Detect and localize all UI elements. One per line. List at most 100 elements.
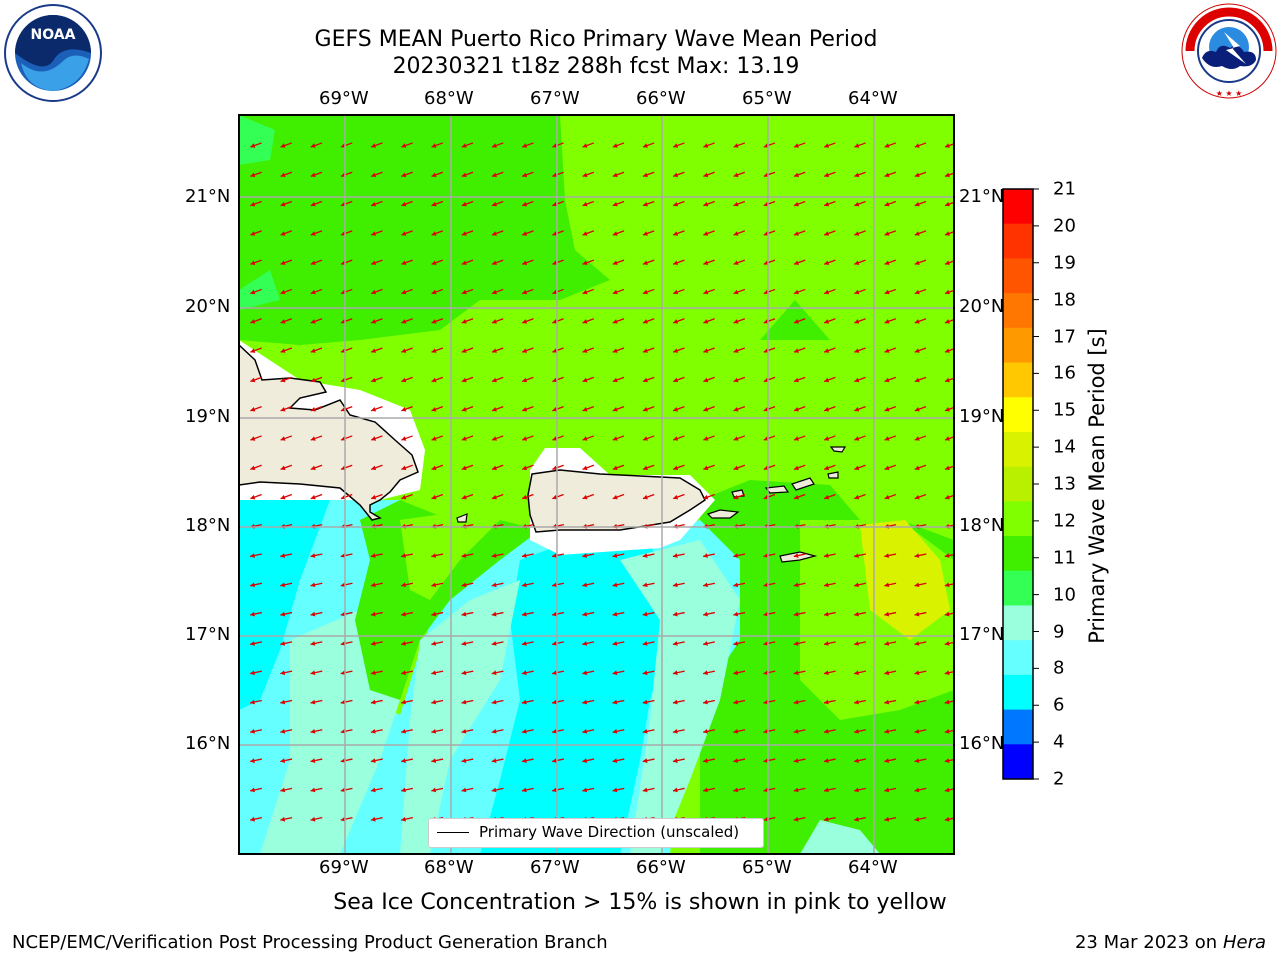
machine-name: Hera	[1222, 932, 1266, 953]
colorbar-tick-label: 2	[1053, 768, 1065, 790]
direction-arrow	[491, 142, 504, 148]
field-se-mint	[620, 540, 740, 854]
direction-arrow	[521, 611, 534, 617]
direction-arrow	[310, 670, 323, 676]
direction-arrow	[823, 493, 836, 500]
direction-arrow	[823, 318, 836, 324]
direction-arrow	[944, 553, 954, 558]
direction-arrow	[491, 699, 504, 705]
direction-arrow	[823, 259, 836, 266]
direction-arrow	[884, 171, 897, 178]
direction-arrow	[823, 553, 836, 558]
colorbar-segment	[1003, 605, 1033, 641]
direction-arrow	[823, 347, 836, 353]
direction-arrow	[884, 406, 897, 412]
direction-arrow	[370, 582, 383, 588]
direction-arrow	[884, 699, 897, 705]
direction-arrow	[612, 464, 625, 471]
map-frame	[238, 114, 955, 855]
direction-arrow	[461, 435, 474, 441]
direction-arrow	[612, 171, 625, 178]
graticule	[239, 115, 954, 854]
field-east-patch	[760, 300, 830, 340]
direction-arrow	[280, 376, 293, 383]
colorbar-segment	[1003, 744, 1033, 780]
direction-arrow	[461, 582, 474, 588]
direction-arrow	[944, 143, 954, 148]
direction-arrow	[642, 259, 655, 266]
direction-arrow	[551, 553, 565, 558]
direction-arrow	[431, 787, 444, 793]
direction-arrow	[914, 816, 927, 822]
direction-arrow	[431, 728, 444, 734]
direction-arrow	[793, 142, 806, 148]
direction-arrow	[672, 376, 685, 383]
direction-arrow	[642, 200, 655, 207]
direction-arrow	[582, 435, 595, 441]
direction-arrow	[551, 758, 565, 763]
colorbar-tick-label: 17	[1053, 326, 1076, 347]
direction-arrow	[401, 288, 413, 295]
direction-arrow	[793, 406, 806, 412]
direction-arrow	[310, 493, 323, 500]
direction-arrow	[612, 758, 625, 763]
direction-arrow	[702, 611, 716, 617]
lat-right-21: 21°N	[959, 186, 1005, 207]
direction-arrow	[582, 200, 595, 207]
colorbar-tick-label: 13	[1053, 473, 1076, 495]
direction-arrow	[853, 641, 867, 646]
land-mona	[456, 513, 468, 523]
direction-arrow	[280, 670, 293, 676]
direction-arrow	[250, 493, 262, 500]
direction-arrow	[431, 553, 444, 558]
direction-arrow	[944, 582, 954, 588]
direction-arrow	[703, 171, 715, 178]
direction-arrow	[612, 553, 625, 558]
direction-arrow	[672, 699, 685, 705]
direction-arrow	[733, 435, 746, 441]
direction-arrow	[582, 670, 595, 676]
direction-arrow	[823, 758, 836, 763]
direction-arrow	[491, 318, 504, 324]
direction-arrow	[853, 611, 867, 617]
direction-arrow	[854, 142, 866, 148]
direction-arrow	[249, 553, 263, 558]
direction-arrow	[310, 641, 323, 646]
direction-arrow	[763, 728, 776, 734]
noaa-logo: NOAA	[3, 3, 103, 103]
direction-arrow	[914, 435, 927, 441]
direction-arrow	[491, 171, 504, 178]
field-nw-green	[239, 115, 610, 345]
direction-arrow	[854, 406, 866, 412]
lon-top-64: 64°W	[848, 88, 898, 109]
direction-arrow	[793, 758, 806, 763]
lon-bottom-64: 64°W	[848, 857, 898, 878]
direction-arrow	[551, 611, 565, 617]
direction-arrow	[612, 435, 625, 441]
direction-arrow	[400, 728, 414, 734]
svg-text:★ ★ ★: ★ ★ ★	[1216, 89, 1243, 98]
direction-arrow	[823, 611, 836, 617]
direction-arrow	[733, 758, 746, 763]
direction-arrow	[703, 435, 715, 441]
direction-arrow	[914, 376, 927, 383]
direction-arrow	[793, 435, 806, 441]
direction-arrow	[491, 582, 504, 588]
lon-top-67: 67°W	[530, 88, 580, 109]
direction-arrow	[944, 670, 954, 676]
direction-arrow	[250, 464, 262, 471]
direction-arrow	[521, 758, 534, 763]
direction-arrow	[250, 376, 262, 383]
direction-arrow	[763, 641, 776, 646]
colorbar-tick-label: 9	[1053, 621, 1065, 642]
direction-arrow	[582, 582, 595, 588]
lat-left-21: 21°N	[185, 186, 231, 207]
direction-arrow	[944, 465, 954, 471]
direction-arrow	[793, 347, 806, 353]
direction-arrow	[249, 758, 263, 763]
direction-arrow	[491, 230, 504, 236]
lon-bottom-66: 66°W	[636, 857, 686, 878]
direction-arrow	[400, 641, 414, 646]
direction-arrow	[551, 728, 565, 734]
direction-arrow	[249, 582, 263, 588]
